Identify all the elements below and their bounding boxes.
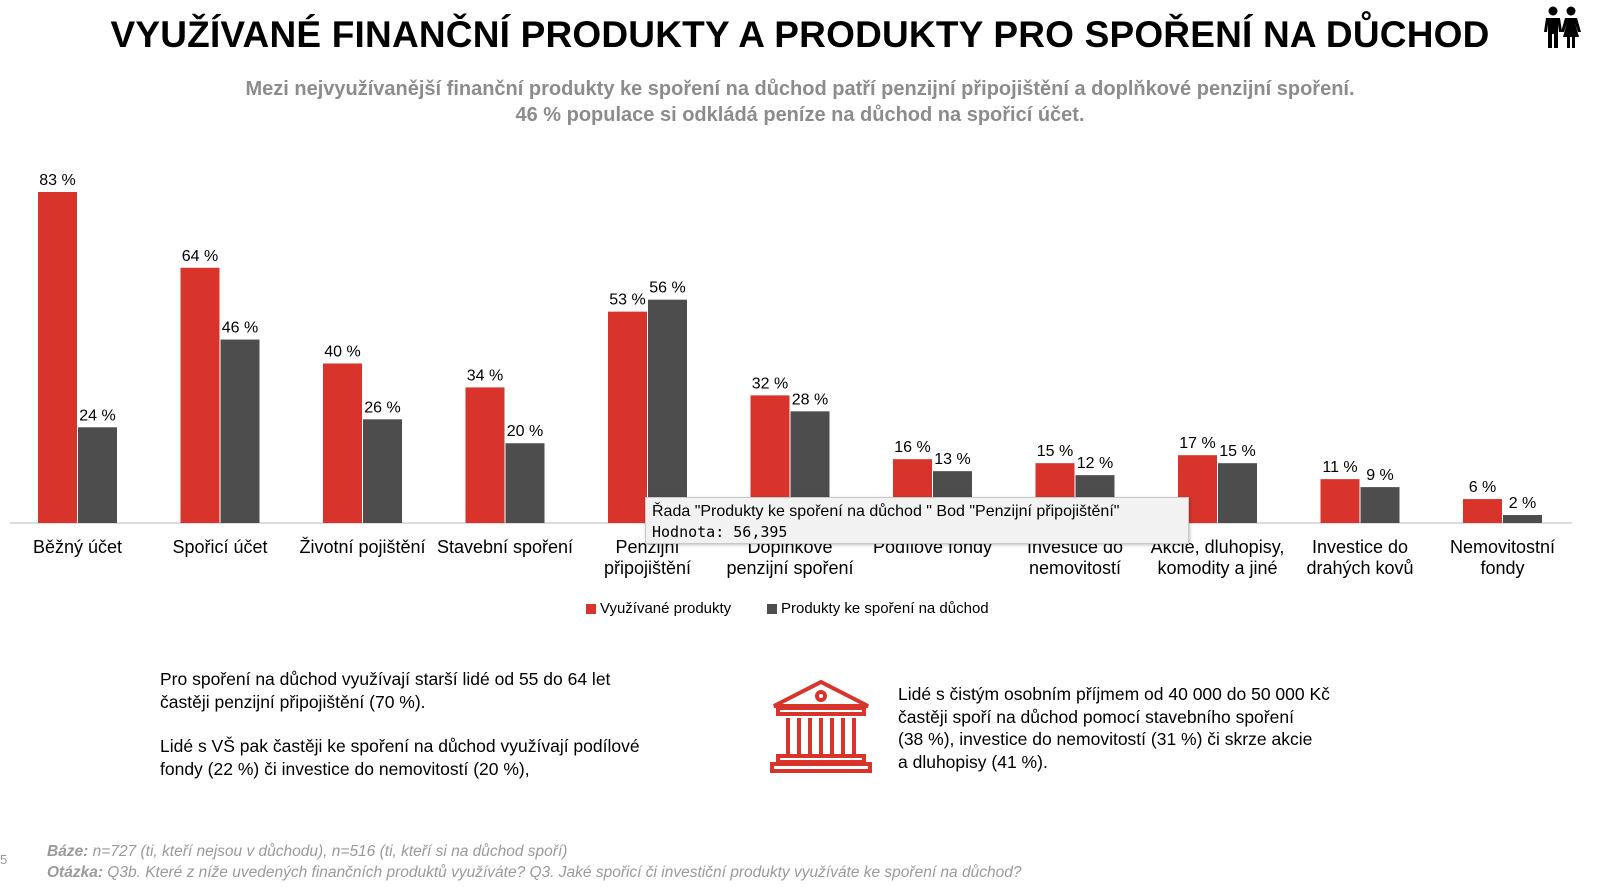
tooltip-series-point: Řada "Produkty ke spoření na důchod " Bo… xyxy=(652,503,1120,520)
note-left-paragraph-2: Lidé s VŠ pak častěji ke spoření na důch… xyxy=(160,735,640,780)
category-label: Spořicí účet xyxy=(172,537,267,557)
bar-retirement xyxy=(505,443,545,523)
category-label: komodity a jiné xyxy=(1157,558,1277,578)
bar-used xyxy=(38,192,77,523)
bar-used xyxy=(608,311,647,523)
data-label: 17 % xyxy=(1179,435,1215,452)
bar-retirement xyxy=(363,419,402,523)
note-line: Pro spoření na důchod využívají starší l… xyxy=(160,669,611,689)
note-line: a dluhopisy (41 %). xyxy=(898,751,1048,772)
data-label: 40 % xyxy=(324,343,360,360)
data-label: 26 % xyxy=(364,399,400,416)
data-label: 64 % xyxy=(182,248,218,265)
subtitle-line-2: 46 % populace si odkládá peníze na důcho… xyxy=(515,104,1085,126)
legend-swatch-retirement xyxy=(767,604,777,614)
note-line: fondy (22 %) či investice do nemovitostí… xyxy=(160,758,530,779)
note-right-paragraph: Lidé s čistým osobním příjmem od 40 000 … xyxy=(898,683,1330,773)
legend-item-retirement: Produkty ke spoření na důchod xyxy=(767,600,989,617)
data-label: 13 % xyxy=(934,451,970,468)
data-label: 9 % xyxy=(1366,467,1394,484)
legend-swatch-used xyxy=(586,604,596,614)
legend-item-used: Využívané produkty xyxy=(586,600,731,617)
data-label: 20 % xyxy=(507,423,543,440)
note-line: Lidé s čistým osobním příjmem od 40 000 … xyxy=(898,684,1330,704)
footer-question-text: Q3b. Které z níže uvedených finančních p… xyxy=(103,864,1022,881)
subtitle-line-1: Mezi nejvyužívanější finanční produkty k… xyxy=(245,78,1355,100)
bar-retirement xyxy=(648,299,687,523)
data-label: 46 % xyxy=(222,320,258,337)
footer-base-text: n=727 (ti, kteří nejsou v důchodu), n=51… xyxy=(88,843,568,860)
data-label: 15 % xyxy=(1037,443,1073,460)
category-label: připojištění xyxy=(604,558,691,578)
footer-base-label: Báze: xyxy=(47,843,89,860)
data-label: 6 % xyxy=(1469,479,1497,496)
data-label: 53 % xyxy=(609,292,645,309)
bank-icon xyxy=(770,679,872,773)
data-label: 28 % xyxy=(792,391,828,408)
data-label: 11 % xyxy=(1322,459,1357,476)
footer-question-label: Otázka: xyxy=(47,864,103,881)
people-icon xyxy=(1544,6,1581,48)
data-label: 16 % xyxy=(894,439,930,456)
bar-chart: 83 % 24 % Běžný účet 64 % 46 % Spořicí účet 40… xyxy=(10,172,1572,578)
tooltip-value: Hodnota: 56,395 xyxy=(652,523,788,541)
footer-question: Otázka: Q3b. Které z níže uvedených fina… xyxy=(47,864,1021,882)
bar-used xyxy=(1320,479,1360,523)
bar-retirement xyxy=(78,427,117,523)
page-title: VYUŽÍVANÉ FINANČNÍ PRODUKTY A PRODUKTY P… xyxy=(110,14,1490,55)
bar-retirement xyxy=(1218,463,1257,523)
note-line: častěji penzijní připojištění (70 %). xyxy=(160,691,426,712)
category-label: fondy xyxy=(1480,558,1524,578)
category-label: drahých kovů xyxy=(1306,558,1413,578)
data-label: 24 % xyxy=(79,407,115,424)
page-number: 5 xyxy=(0,852,8,867)
bar-used xyxy=(465,387,505,523)
footer-base: Báze: n=727 (ti, kteří nejsou v důchodu)… xyxy=(47,843,567,861)
category-label: Běžný účet xyxy=(33,537,122,557)
note-line: častěji spoří na důchod pomocí stavebníh… xyxy=(898,706,1294,727)
legend-label-used: Využívané produkty xyxy=(600,600,732,617)
category-label: nemovitostí xyxy=(1029,558,1121,578)
data-label: 56 % xyxy=(649,280,685,297)
category-label: penzijní spoření xyxy=(726,558,853,578)
category-label: Životní pojištění xyxy=(299,537,425,557)
note-line: Lidé s VŠ pak častěji ke spoření na důch… xyxy=(160,736,640,756)
category-label: Nemovitostní xyxy=(1450,537,1555,557)
note-line: (38 %), investice do nemovitostí (31 %) … xyxy=(898,729,1313,749)
chart-tooltip: Řada "Produkty ke spoření na důchod " Bo… xyxy=(645,497,1189,544)
bar-retirement xyxy=(1360,487,1400,523)
bar-used xyxy=(1463,499,1502,523)
data-label: 32 % xyxy=(752,375,788,392)
data-label: 83 % xyxy=(39,172,75,189)
bar-used xyxy=(180,267,220,523)
category-label: Stavební spoření xyxy=(437,537,573,557)
data-label: 12 % xyxy=(1077,455,1113,472)
data-label: 15 % xyxy=(1219,443,1255,460)
note-left-paragraph-1: Pro spoření na důchod využívají starší l… xyxy=(160,668,610,713)
bar-retirement xyxy=(220,339,260,523)
bar-used xyxy=(323,363,362,523)
legend-label-retirement: Produkty ke spoření na důchod xyxy=(781,600,989,617)
data-label: 2 % xyxy=(1509,495,1537,512)
bar-retirement xyxy=(1503,515,1542,523)
data-label: 34 % xyxy=(467,367,503,384)
category-label: Investice do xyxy=(1312,537,1408,557)
